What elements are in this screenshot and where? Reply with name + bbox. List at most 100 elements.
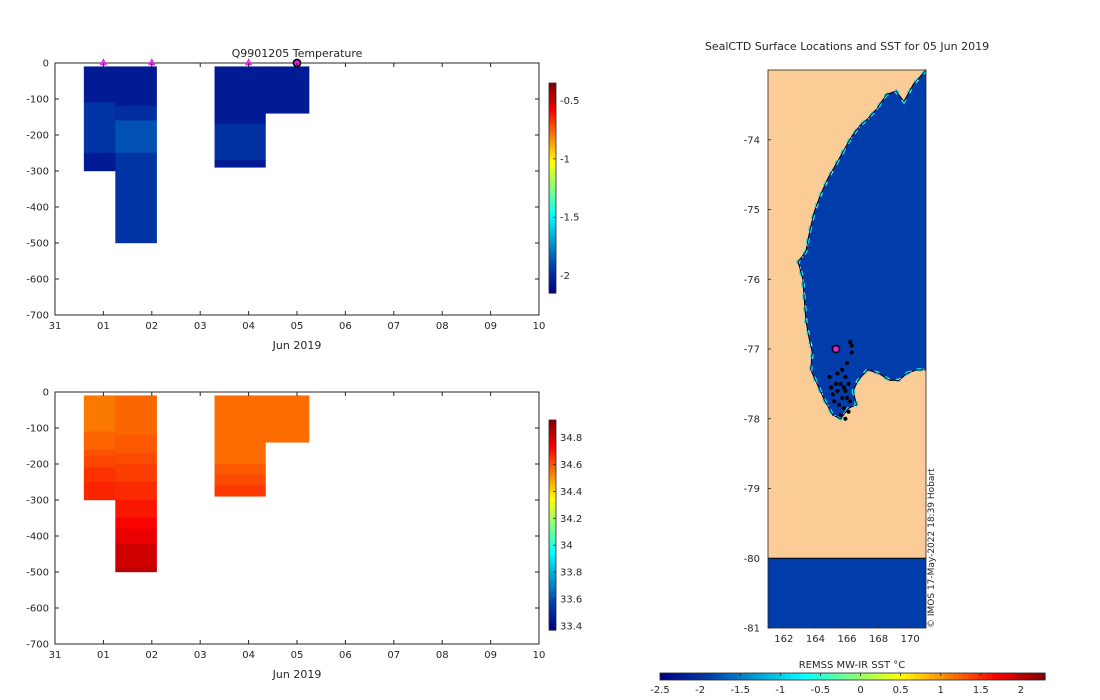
sst-map-panel: 162 164 166 168 170 -74 -75 -76 -77 -78 -79 -80 -81… — [650, 40, 1046, 696]
temperature-colorbar-swatch — [549, 275, 556, 280]
salinity-colorbar-swatch — [549, 528, 556, 533]
temperature-x-label: Jun 2019 — [272, 339, 322, 352]
map-colorbar-swatch — [924, 673, 931, 680]
salinity-cell — [265, 395, 310, 443]
map-colorbar-swatch — [794, 673, 801, 680]
map-y-tick-label: -77 — [744, 345, 760, 356]
salinity-x-ticks: 31 01 02 03 04 05 06 07 08 09 10 — [49, 392, 545, 661]
temperature-x-tick-label: 31 — [49, 321, 62, 332]
seal-position-dot — [837, 402, 842, 407]
map-colorbar-swatch — [929, 673, 935, 680]
temperature-y-tick-label: -500 — [26, 239, 49, 250]
map-colorbar-swatch — [722, 673, 728, 680]
temperature-colorbar-swatch — [549, 100, 556, 105]
salinity-colorbar-swatch — [549, 619, 556, 624]
map-x-tick-label: 162 — [774, 634, 793, 645]
map-colorbar-swatch — [703, 673, 709, 680]
temperature-colorbar-tick-label: -2 — [560, 271, 570, 282]
salinity-cell — [115, 499, 157, 519]
salinity-colorbar-swatch — [549, 507, 556, 512]
temperature-colorbar-swatch — [549, 261, 556, 266]
temperature-x-tick-label: 08 — [436, 321, 449, 332]
salinity-colorbar-swatch — [549, 458, 556, 463]
salinity-colorbar-swatch — [549, 465, 556, 470]
map-colorbar-swatch — [1001, 673, 1008, 680]
map-colorbar-swatch — [660, 673, 666, 680]
salinity-colorbar-swatch — [549, 549, 556, 554]
map-colorbar-swatch — [708, 673, 714, 680]
map-colorbar-tick-label: 0.5 — [893, 685, 909, 696]
map-colorbar-swatch — [809, 673, 815, 680]
salinity-colorbar-swatch — [549, 546, 556, 551]
salinity-colorbar-swatch — [549, 479, 556, 484]
temperature-colorbar-swatch — [549, 142, 556, 147]
salinity-colorbar-swatch — [549, 469, 556, 474]
temperature-colorbar-swatch — [549, 258, 556, 263]
map-colorbar-swatch — [982, 673, 988, 680]
salinity-cell — [83, 395, 116, 432]
salinity-y-ticks: 0 -100 -200 -300 -400 -500 -600 -700 — [26, 388, 539, 651]
map-colorbar-swatch — [963, 673, 969, 680]
temperature-y-tick-label: -400 — [26, 203, 49, 214]
salinity-y-tick-label: 0 — [43, 388, 49, 399]
map-colorbar-swatch — [905, 673, 911, 680]
map-colorbar-swatch — [958, 673, 964, 680]
salinity-colorbar-swatch — [549, 437, 556, 442]
temperature-colorbar-swatch — [549, 251, 556, 256]
map-y-ticks: -74 -75 -76 -77 -78 -79 -80 -81 — [744, 135, 771, 635]
map-colorbar-swatch — [698, 673, 704, 680]
temperature-panel: 31 01 02 03 04 05 06 07 08 09 10 0 -100 -200 -300 -400… — [26, 47, 579, 352]
temperature-cell — [83, 66, 116, 103]
temperature-colorbar-swatch — [549, 160, 556, 165]
salinity-colorbar-swatch — [549, 514, 556, 519]
seal-position-dot — [838, 413, 843, 418]
temperature-y-tick-label: 0 — [43, 59, 49, 70]
map-y-tick-label: -75 — [744, 205, 760, 216]
salinity-cell — [115, 453, 157, 465]
map-colorbar-tick-label: -1 — [775, 685, 785, 696]
salinity-x-tick-label: 31 — [49, 650, 62, 661]
map-colorbar-swatch — [1025, 673, 1032, 680]
temperature-colorbar-swatch — [549, 149, 556, 154]
temperature-colorbar-swatch — [549, 188, 556, 193]
map-colorbar-tick-label: -2.5 — [650, 685, 670, 696]
map-colorbar-swatch — [756, 673, 762, 680]
map-colorbar-swatch — [847, 673, 854, 680]
temperature-x-tick-label: 02 — [145, 321, 158, 332]
map-colorbar-swatch — [746, 673, 753, 680]
temperature-x-tick-label: 10 — [533, 321, 546, 332]
seal-position-dot — [827, 374, 832, 379]
salinity-colorbar-tick-label: 33.6 — [560, 595, 582, 606]
salinity-colorbar-tick-label: 34.6 — [560, 460, 582, 471]
temperature-x-tick-label: 07 — [387, 321, 400, 332]
seal-position-dot — [835, 388, 840, 393]
map-colorbar-swatch — [987, 673, 993, 680]
salinity-colorbar-swatch — [549, 490, 556, 495]
temperature-x-tick-label: 01 — [97, 321, 110, 332]
seal-position-dot — [832, 399, 837, 404]
salinity-cell — [115, 528, 157, 544]
salinity-colorbar-swatch — [549, 563, 556, 568]
salinity-colorbar-swatch — [549, 427, 556, 432]
salinity-cell — [83, 481, 116, 501]
map-colorbar-swatch — [895, 673, 902, 680]
temperature-colorbar-swatch — [549, 97, 556, 102]
salinity-colorbar-swatch — [549, 448, 556, 453]
salinity-cell — [115, 435, 157, 454]
temperature-cell — [265, 66, 310, 114]
map-colorbar-swatch — [712, 673, 719, 680]
salinity-cell — [115, 395, 157, 436]
salinity-colorbar-swatch — [549, 493, 556, 498]
seal-position-dot — [846, 409, 851, 414]
map-colorbar-swatch — [1040, 673, 1046, 680]
salinity-colorbar-swatch — [549, 423, 556, 428]
salinity-colorbar-swatch — [549, 567, 556, 572]
map-colorbar-swatch — [823, 673, 830, 680]
temperature-cell — [214, 66, 266, 125]
salinity-colorbar-tick-label: 34 — [560, 541, 573, 552]
salinity-colorbar-swatch — [549, 511, 556, 516]
temperature-colorbar-swatch — [549, 163, 556, 168]
salinity-colorbar-swatch — [549, 584, 556, 589]
temperature-colorbar-swatch — [549, 104, 556, 109]
salinity-x-tick-label: 06 — [339, 650, 352, 661]
